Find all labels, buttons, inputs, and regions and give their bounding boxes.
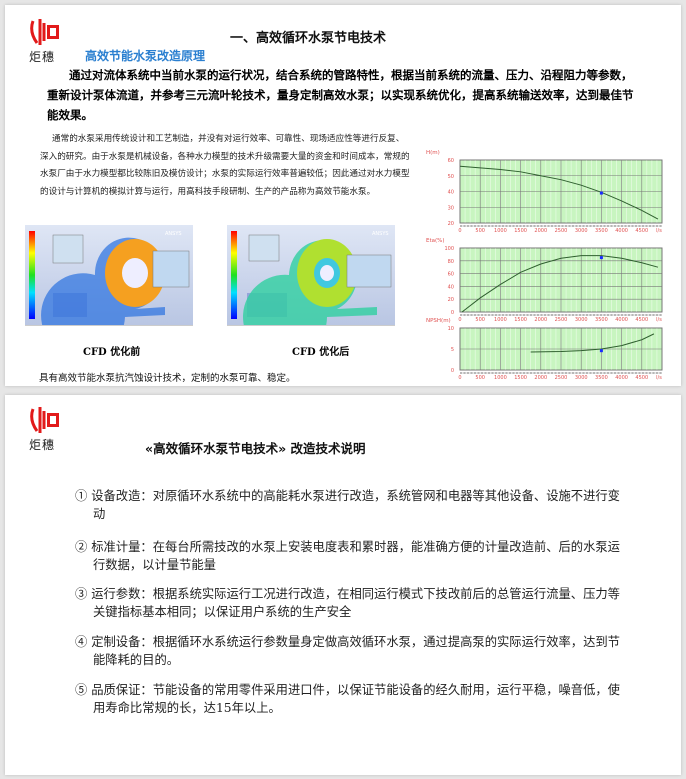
y-tick-label: 40 — [448, 284, 454, 290]
x-tick-label: 0 — [458, 228, 461, 234]
list-item: ⑤ 品质保证：节能设备的常用零件采用进口件，以保证节能设备的经久耐用，运行平稳，… — [75, 681, 620, 717]
list-item-text: ⑤ 品质保证：节能设备的常用零件采用进口件，以保证节能设备的经久耐用，运行平稳，… — [75, 683, 620, 715]
y-axis-label: Eta(%) — [426, 238, 445, 244]
x-tick-label: l/s — [656, 317, 662, 323]
list-item: ③ 运行参数：根据系统实际运行工况进行改造，在相同运行模式下技改前后的总管运行流… — [75, 585, 620, 621]
pump-performance-charts: 0 500 1000 1500 2000 2500 3000 3500 4000 4500 l/s2… — [426, 150, 663, 381]
logo-mark-icon — [30, 19, 59, 45]
cfd-after-caption: CFD 优化后 — [292, 347, 350, 358]
x-tick-label: 500 — [475, 228, 485, 234]
cfd-after-image: ANSYS — [227, 225, 395, 359]
list-item-text: ① 设备改造：对原循环水系统中的高能耗水泵进行改造，系统管网和电器等其他设备、设… — [75, 489, 620, 521]
y-tick-label: 0 — [451, 310, 454, 316]
operating-point — [599, 349, 603, 353]
x-tick-label: 4500 — [635, 375, 648, 381]
curve-line — [459, 165, 659, 220]
body-paragraph: 通常的水泵采用传统设计和工艺制造，并没有对运行效率、可靠性、现场适应性等进行反复… — [40, 134, 410, 197]
x-tick-label: 4000 — [615, 317, 628, 323]
cfd-watermark: ANSYS — [372, 231, 389, 237]
x-tick-label: 4000 — [615, 375, 628, 381]
operating-point — [599, 256, 603, 260]
x-tick-label: 1000 — [494, 228, 507, 234]
x-tick-label: 1000 — [494, 375, 507, 381]
y-axis-label: NPSH(m) — [426, 318, 451, 324]
x-tick-label: 2000 — [534, 228, 547, 234]
x-tick-label: 3000 — [575, 228, 588, 234]
list-item: ① 设备改造：对原循环水系统中的高能耗水泵进行改造，系统管网和电器等其他设备、设… — [75, 487, 620, 523]
curve-line — [530, 333, 655, 353]
y-axis-label: H(m) — [426, 150, 440, 156]
x-tick-label: l/s — [656, 228, 662, 234]
page-title: «高效循环水泵节电技术» 改造技术说明 — [145, 441, 366, 456]
logo-text: 炬穗 — [29, 438, 56, 452]
y-tick-label: 100 — [444, 246, 454, 252]
x-tick-label: 4500 — [635, 317, 648, 323]
x-tick-label: 500 — [475, 375, 485, 381]
list-item: ② 标准计量：在每台所需技改的水泵上安装电度表和累时器，能准确方便的计量改造前、… — [75, 538, 620, 574]
list-item-text: ② 标准计量：在每台所需技改的水泵上安装电度表和累时器，能准确方便的计量改造前、… — [75, 540, 620, 572]
logo-mark-icon — [30, 407, 59, 433]
y-tick-label: 80 — [448, 259, 454, 265]
x-tick-label: 1500 — [514, 228, 527, 234]
x-tick-label: 0 — [458, 317, 461, 323]
x-tick-label: 3000 — [575, 375, 588, 381]
x-tick-label: l/s — [656, 375, 662, 381]
x-tick-label: 0 — [458, 375, 461, 381]
x-tick-label: 1000 — [494, 317, 507, 323]
x-tick-label: 2500 — [555, 228, 568, 234]
x-tick-label: 500 — [475, 317, 485, 323]
curve-line — [461, 255, 659, 313]
x-tick-label: 4000 — [615, 228, 628, 234]
list-item-text: ③ 运行参数：根据系统实际运行工况进行改造，在相同运行模式下技改前后的总管运行流… — [75, 587, 620, 619]
x-tick-label: 2500 — [555, 375, 568, 381]
x-tick-label: 3000 — [575, 317, 588, 323]
x-tick-label: 2500 — [555, 317, 568, 323]
y-tick-label: 20 — [448, 297, 454, 303]
logo-text: 炬穗 — [29, 50, 56, 64]
page-title: 一、高效循环水泵节电技术 — [230, 31, 387, 46]
company-logo: 炬穗 — [25, 17, 65, 67]
intro-paragraph: 通过对流体系统中当前水泵的运行状况，结合系统的管路特性，根据当前系统的流量、压力… — [47, 68, 634, 122]
cfd-before-image: ANSYS — [25, 225, 193, 358]
x-tick-label: 2000 — [534, 375, 547, 381]
operating-point — [599, 191, 603, 195]
y-tick-label: 50 — [448, 174, 454, 180]
y-tick-label: 5 — [451, 347, 454, 353]
list-item: ④ 定制设备：根据循环水系统运行参数量身定做高效循环水泵，通过提高泵的实际运行效… — [75, 633, 620, 669]
x-tick-label: 4500 — [635, 228, 648, 234]
y-tick-label: 60 — [448, 272, 454, 278]
x-tick-label: 2000 — [534, 317, 547, 323]
y-tick-label: 40 — [448, 190, 454, 196]
cfd-before-caption: CFD 优化前 — [83, 347, 141, 358]
x-tick-label: 3500 — [595, 375, 608, 381]
cfd-watermark: ANSYS — [165, 231, 182, 237]
footer-note: 具有高效节能水泵抗汽蚀设计技术，定制的水泵可靠、稳定。 — [39, 373, 296, 384]
y-tick-label: 10 — [448, 326, 454, 332]
y-tick-label: 60 — [448, 158, 454, 164]
y-tick-label: 30 — [448, 205, 454, 211]
x-tick-label: 3500 — [595, 317, 608, 323]
slide-2: 炬穗 «高效循环水泵节电技术» 改造技术说明 ① 设备改造：对原循环水系统中的高… — [5, 395, 681, 775]
y-tick-label: 0 — [451, 368, 454, 374]
list-item-text: ④ 定制设备：根据循环水系统运行参数量身定做高效循环水泵，通过提高泵的实际运行效… — [75, 635, 620, 667]
section-subtitle: 高效节能水泵改造原理 — [85, 49, 206, 63]
x-tick-label: 3500 — [595, 228, 608, 234]
slide-1: 炬穗 一、高效循环水泵节电技术 高效节能水泵改造原理 通过对流体系统中当前水泵的… — [5, 5, 681, 386]
x-tick-label: 1500 — [514, 375, 527, 381]
company-logo: 炬穗 — [25, 405, 65, 455]
x-tick-label: 1500 — [514, 317, 527, 323]
y-tick-label: 20 — [448, 221, 454, 227]
